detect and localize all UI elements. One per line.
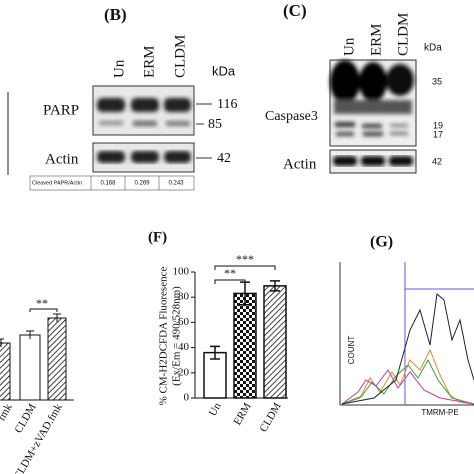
y-tick-label: 60	[178, 316, 190, 328]
kda: kDa	[212, 63, 236, 78]
x-label: CLDM	[13, 402, 39, 436]
panel-label: (C)	[283, 1, 307, 20]
panel-label: (B)	[104, 5, 127, 24]
significance: ***	[236, 252, 254, 266]
significance: **	[36, 296, 48, 310]
panel-label: (G)	[370, 234, 393, 251]
significance-bracket	[214, 279, 246, 284]
table-cell: 0.243	[168, 181, 184, 187]
bar	[233, 292, 257, 399]
panel-g: (G) COUNT TMRM-PE	[339, 234, 474, 417]
marker: 19	[433, 120, 443, 130]
x-label: CLDM+zVAD.fmk	[12, 401, 66, 474]
significance-bracket	[214, 265, 276, 270]
marker: 42	[217, 151, 231, 166]
blot-name: Actin	[283, 156, 317, 172]
x-axis-label: TMRM-PE	[421, 408, 458, 417]
kda: kDa	[424, 43, 442, 54]
panel-label: (F)	[148, 229, 167, 245]
y-axis-label: % CM-H2DCFDA Fluoresence	[158, 267, 170, 406]
y-tick-label: 100	[173, 266, 190, 278]
lane-label: Un	[341, 37, 357, 56]
blot-name: PARP	[43, 102, 79, 118]
significance: **	[224, 266, 236, 280]
marker: 17	[433, 129, 443, 139]
x-tick-label: ERM	[231, 401, 253, 428]
blot-name: Caspase3	[265, 109, 318, 124]
y-tick-label: 40	[178, 341, 190, 353]
lane-label: ERM	[368, 23, 384, 56]
marker: 35	[432, 76, 442, 86]
error-bar	[270, 280, 280, 292]
table-cell: 0.168	[100, 181, 116, 187]
table-header: Cleaved PAPR/Actin	[32, 180, 82, 186]
bands	[97, 98, 191, 126]
lane-label: CLDM	[395, 13, 411, 56]
x-tick-label: Un	[207, 400, 224, 418]
y-tick-label: 20	[178, 366, 190, 378]
error-bar	[210, 345, 220, 360]
marker: 116	[217, 97, 237, 112]
lane-label: Un	[111, 59, 127, 78]
lane-label: ERM	[141, 45, 157, 78]
y-axis-label: (Ex/Em = 490/528nm)	[171, 286, 183, 386]
bar	[263, 285, 287, 399]
y-axis-label: COUNT	[347, 336, 356, 365]
marker: 85	[208, 117, 222, 132]
y-tick-label: 0	[184, 392, 190, 404]
panel-c: (C) Un ERM CLDM kDa 35 Caspase3 19 17 Ac…	[265, 1, 443, 174]
panel-e: ** fmk CLDM CLDM+zVAD.fmk	[0, 296, 74, 474]
lane-label: CLDM	[172, 35, 188, 78]
table	[29, 175, 195, 191]
x-tick-label: CLDM	[258, 401, 284, 435]
panel-b: (B) Un ERM CLDM kDa PARP 116 85 Actin 42…	[29, 5, 237, 191]
x-label: fmk	[0, 401, 15, 423]
table-cell: 0.269	[134, 181, 150, 187]
marker: 42	[432, 156, 442, 166]
y-tick-label: 80	[178, 291, 190, 303]
panel-f: (F) % CM-H2DCFDA Fluoresence (Ex/Em = 49…	[148, 229, 288, 434]
blot-name: Actin	[45, 151, 79, 167]
